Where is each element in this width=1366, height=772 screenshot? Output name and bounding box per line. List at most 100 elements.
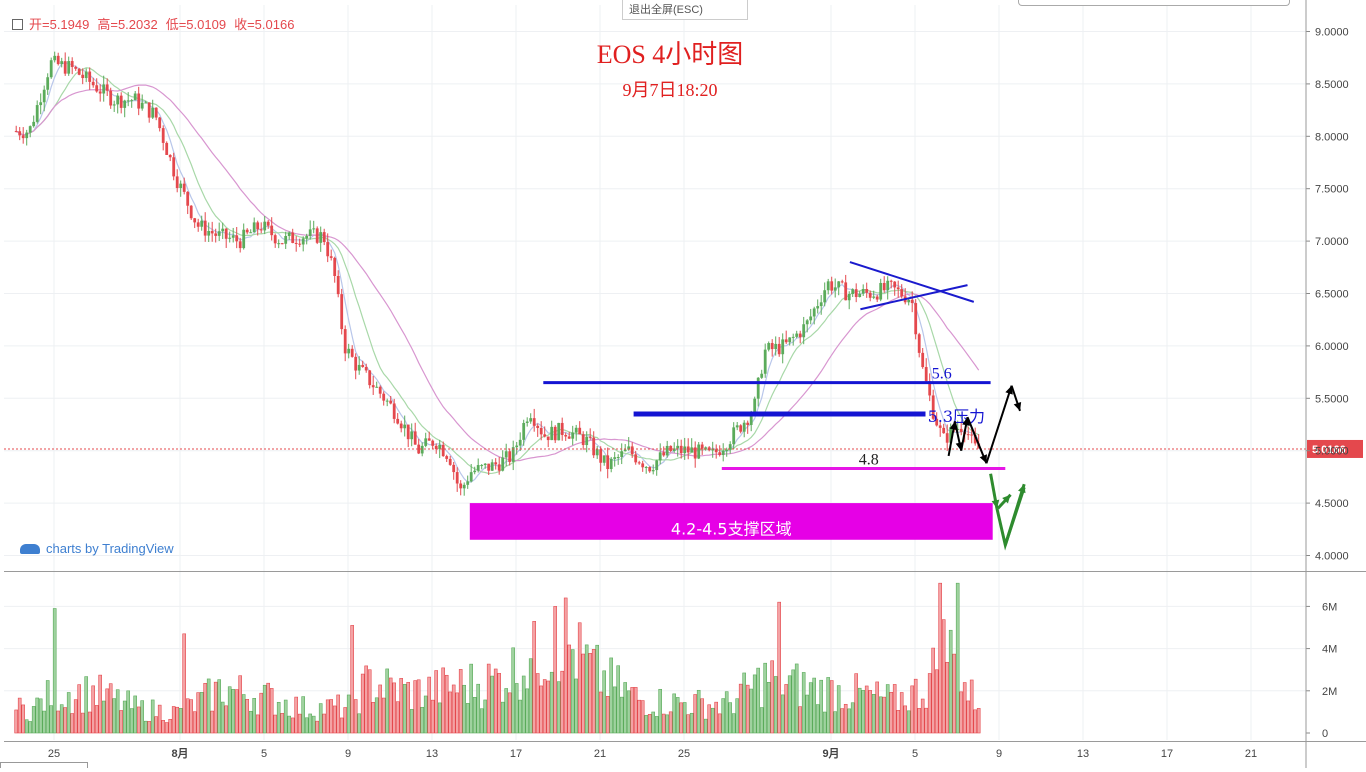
volume-bar [73,699,78,734]
candles [14,51,981,496]
candle-body [907,299,911,303]
candle-body [95,85,99,92]
candle-body [553,426,557,441]
volume-bar [150,699,155,734]
bottom-left-control[interactable] [0,762,88,768]
volume-bar [934,669,939,734]
candle-body [669,445,673,451]
candle-body [259,229,263,231]
candle-body [487,463,491,471]
candle-body [851,289,855,295]
candle-body [53,55,57,61]
volume-bar [567,644,572,734]
volume-bar [535,673,540,734]
candle-body [455,472,459,484]
time-tick-label: 9 [345,748,351,760]
candle-body [711,449,715,451]
candle-body [364,366,368,371]
projection-down-2 [966,416,988,464]
candle-body [693,447,697,459]
volume-bar [112,698,116,734]
candle-body [497,464,501,471]
candle-body [515,445,519,448]
volume-bar [721,698,726,734]
candle-body [896,287,900,290]
candle-body [763,349,767,374]
candle-body [63,61,67,74]
volume-bar [539,685,544,734]
exit-fullscreen-button[interactable]: 退出全屏(ESC) [622,0,748,20]
volume-bar [140,700,144,734]
volume-bar [259,692,264,734]
candle-body [375,386,379,388]
volume-bar [514,683,519,734]
candle-body [217,231,221,236]
volume-bar [647,714,652,734]
candle-body [616,457,620,459]
candle-body [945,433,949,443]
volume-bar [917,708,922,734]
candle-body [270,225,274,236]
candle-body [676,445,680,449]
candle-body [644,467,648,469]
candle-body [445,456,449,459]
watermark-text: charts by TradingView [46,541,174,556]
candle-body [714,449,718,453]
candle-body [770,343,774,350]
volume-bar [556,681,561,734]
volume-bar [714,701,719,734]
candle-body [231,235,235,238]
candle-body [91,81,95,86]
volume-bar [927,673,932,734]
candle-body [287,232,291,237]
volume-bar [70,713,74,734]
volume-bar [350,625,355,734]
candle-body [326,242,330,257]
volume-bar [780,694,785,734]
tradingview-watermark[interactable]: charts by TradingView [20,541,174,556]
candle-body [844,282,848,301]
time-tick-label: 8月 [171,747,188,760]
candle-body [917,334,921,353]
volume-bar [409,709,414,734]
time-tick-label: 9月 [822,747,839,760]
expand-icon[interactable] [12,19,23,30]
candle-body [812,308,816,317]
candle-body [847,294,851,301]
ohlc-readout: 开=5.1949 高=5.2032 低=5.0109 收=5.0166 [12,14,302,33]
time-tick-label: 17 [1161,748,1173,760]
candle-body [914,303,918,335]
moving-averages [15,62,980,483]
candle-body [249,232,253,234]
volume-bar [161,720,165,734]
price-tick-label: 7.0000 [1315,236,1349,248]
top-panel-handle[interactable] [1018,0,1290,6]
candle-body [140,102,144,109]
volume-bar [756,667,761,734]
volume-bar [773,676,778,734]
volume-bar [794,663,799,734]
candle-body [921,352,925,368]
volume-bar [623,682,628,734]
candle-body [935,418,939,426]
volume-bar [367,669,372,734]
volume-bar [336,694,341,734]
volume-bar [91,685,95,734]
volume-bars [14,582,981,734]
volume-bar [402,684,407,734]
volume-bar [497,673,502,734]
volume-bar [710,707,715,734]
chart-subtitle: 9月7日18:20 [622,80,718,100]
volume-bar [448,691,453,734]
volume-bar [791,669,796,734]
volume-bar [644,715,649,734]
volume-bar [878,696,883,734]
candle-body [592,437,596,456]
volume-bar [287,715,292,734]
candle-body [151,107,155,118]
candle-body [18,131,22,136]
volume-bar [182,633,186,734]
volume-bar [976,708,981,734]
candle-body [837,281,841,288]
candle-body [483,463,487,466]
